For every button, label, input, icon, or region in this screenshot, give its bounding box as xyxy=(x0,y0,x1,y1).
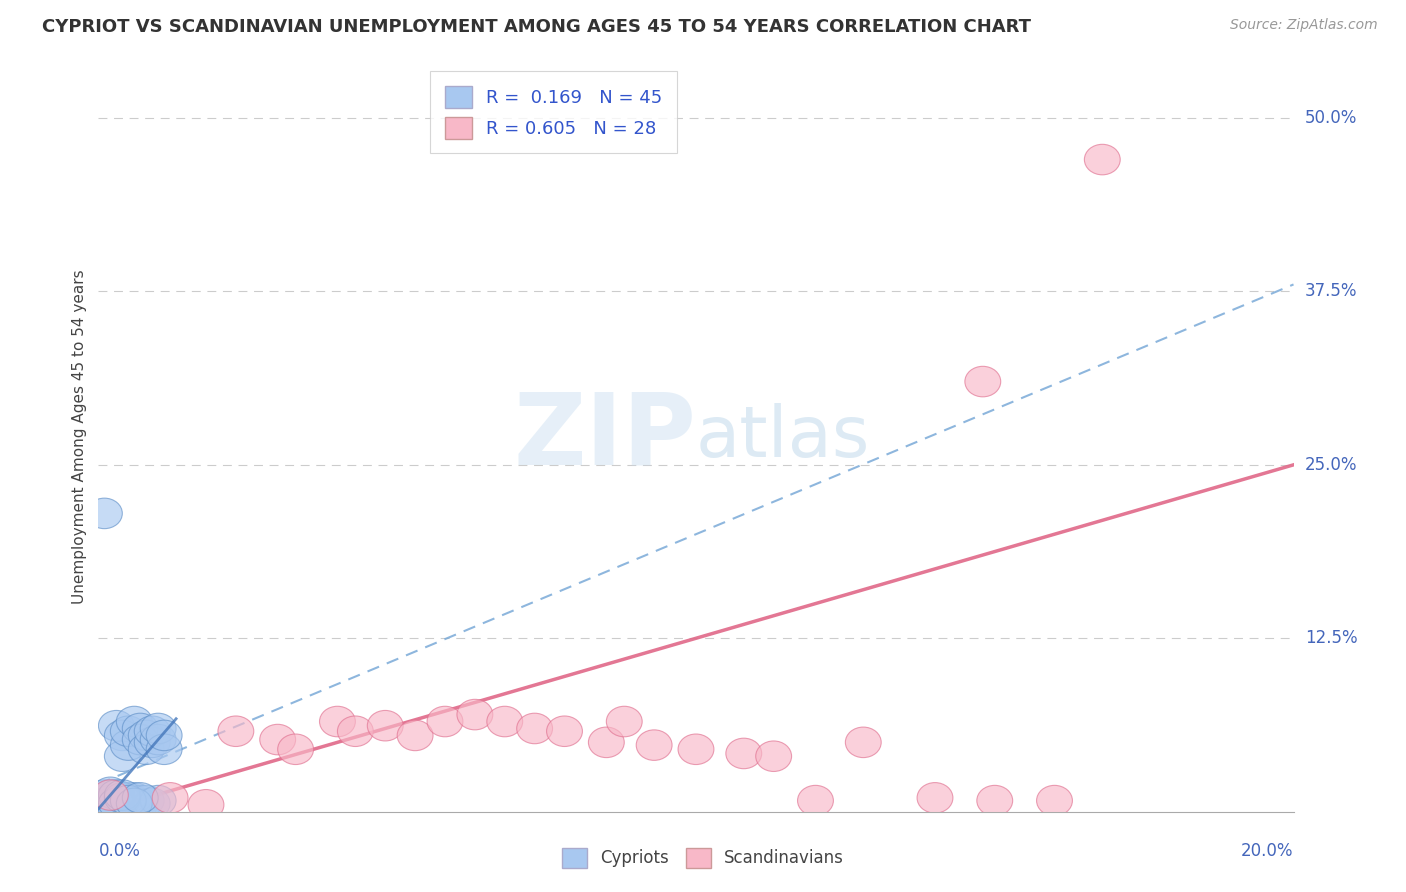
Ellipse shape xyxy=(135,727,170,757)
Ellipse shape xyxy=(98,710,135,741)
Ellipse shape xyxy=(1036,785,1073,816)
Text: ZIP: ZIP xyxy=(513,389,696,485)
Ellipse shape xyxy=(98,782,135,814)
Ellipse shape xyxy=(128,720,165,751)
Ellipse shape xyxy=(367,710,404,741)
Ellipse shape xyxy=(98,780,135,810)
Ellipse shape xyxy=(93,789,128,819)
Ellipse shape xyxy=(117,706,152,737)
Ellipse shape xyxy=(104,785,141,816)
Ellipse shape xyxy=(98,785,135,816)
Ellipse shape xyxy=(104,782,141,814)
Ellipse shape xyxy=(589,727,624,757)
Text: atlas: atlas xyxy=(696,402,870,472)
Ellipse shape xyxy=(678,734,714,764)
Text: 50.0%: 50.0% xyxy=(1305,109,1357,127)
Text: 25.0%: 25.0% xyxy=(1305,456,1357,474)
Ellipse shape xyxy=(93,785,128,816)
Ellipse shape xyxy=(110,716,146,747)
Ellipse shape xyxy=(122,789,159,819)
Ellipse shape xyxy=(1084,145,1121,175)
Ellipse shape xyxy=(517,714,553,744)
Ellipse shape xyxy=(337,716,374,747)
Ellipse shape xyxy=(725,739,762,769)
Ellipse shape xyxy=(93,777,128,807)
Ellipse shape xyxy=(122,785,159,816)
Ellipse shape xyxy=(845,727,882,757)
Ellipse shape xyxy=(965,367,1001,397)
Ellipse shape xyxy=(128,734,165,764)
Ellipse shape xyxy=(141,714,176,744)
Text: CYPRIOT VS SCANDINAVIAN UNEMPLOYMENT AMONG AGES 45 TO 54 YEARS CORRELATION CHART: CYPRIOT VS SCANDINAVIAN UNEMPLOYMENT AMO… xyxy=(42,18,1031,36)
Text: 20.0%: 20.0% xyxy=(1241,842,1294,860)
Ellipse shape xyxy=(260,724,295,755)
Ellipse shape xyxy=(87,782,122,814)
Ellipse shape xyxy=(152,782,188,814)
Ellipse shape xyxy=(122,714,159,744)
Ellipse shape xyxy=(135,789,170,819)
Ellipse shape xyxy=(93,782,128,814)
Ellipse shape xyxy=(104,780,141,810)
Ellipse shape xyxy=(427,706,463,737)
Ellipse shape xyxy=(117,789,152,819)
Ellipse shape xyxy=(756,741,792,772)
Ellipse shape xyxy=(135,716,170,747)
Ellipse shape xyxy=(110,785,146,816)
Text: 37.5%: 37.5% xyxy=(1305,283,1357,301)
Ellipse shape xyxy=(278,734,314,764)
Ellipse shape xyxy=(87,498,122,529)
Ellipse shape xyxy=(188,789,224,820)
Ellipse shape xyxy=(547,716,582,747)
Ellipse shape xyxy=(87,789,122,819)
Ellipse shape xyxy=(117,785,152,816)
Y-axis label: Unemployment Among Ages 45 to 54 years: Unemployment Among Ages 45 to 54 years xyxy=(72,269,87,605)
Ellipse shape xyxy=(146,734,183,764)
Ellipse shape xyxy=(117,782,152,814)
Ellipse shape xyxy=(122,724,159,755)
Legend: R =  0.169   N = 45, R = 0.605   N = 28: R = 0.169 N = 45, R = 0.605 N = 28 xyxy=(430,71,676,153)
Ellipse shape xyxy=(98,789,135,819)
Ellipse shape xyxy=(637,730,672,760)
Legend: Cypriots, Scandinavians: Cypriots, Scandinavians xyxy=(555,841,851,875)
Ellipse shape xyxy=(128,785,165,816)
Ellipse shape xyxy=(87,785,122,816)
Text: 12.5%: 12.5% xyxy=(1305,629,1357,648)
Ellipse shape xyxy=(93,780,128,810)
Ellipse shape xyxy=(398,720,433,751)
Ellipse shape xyxy=(146,720,183,751)
Text: 0.0%: 0.0% xyxy=(98,842,141,860)
Ellipse shape xyxy=(87,780,122,810)
Ellipse shape xyxy=(104,741,141,772)
Ellipse shape xyxy=(141,785,176,816)
Ellipse shape xyxy=(110,730,146,760)
Ellipse shape xyxy=(606,706,643,737)
Ellipse shape xyxy=(110,782,146,814)
Ellipse shape xyxy=(797,785,834,816)
Ellipse shape xyxy=(319,706,356,737)
Text: Source: ZipAtlas.com: Source: ZipAtlas.com xyxy=(1230,18,1378,32)
Ellipse shape xyxy=(104,720,141,751)
Ellipse shape xyxy=(93,780,128,810)
Ellipse shape xyxy=(218,716,254,747)
Ellipse shape xyxy=(122,782,159,814)
Ellipse shape xyxy=(977,785,1012,816)
Ellipse shape xyxy=(917,782,953,814)
Ellipse shape xyxy=(457,699,494,730)
Ellipse shape xyxy=(141,724,176,755)
Ellipse shape xyxy=(110,789,146,819)
Ellipse shape xyxy=(486,706,523,737)
